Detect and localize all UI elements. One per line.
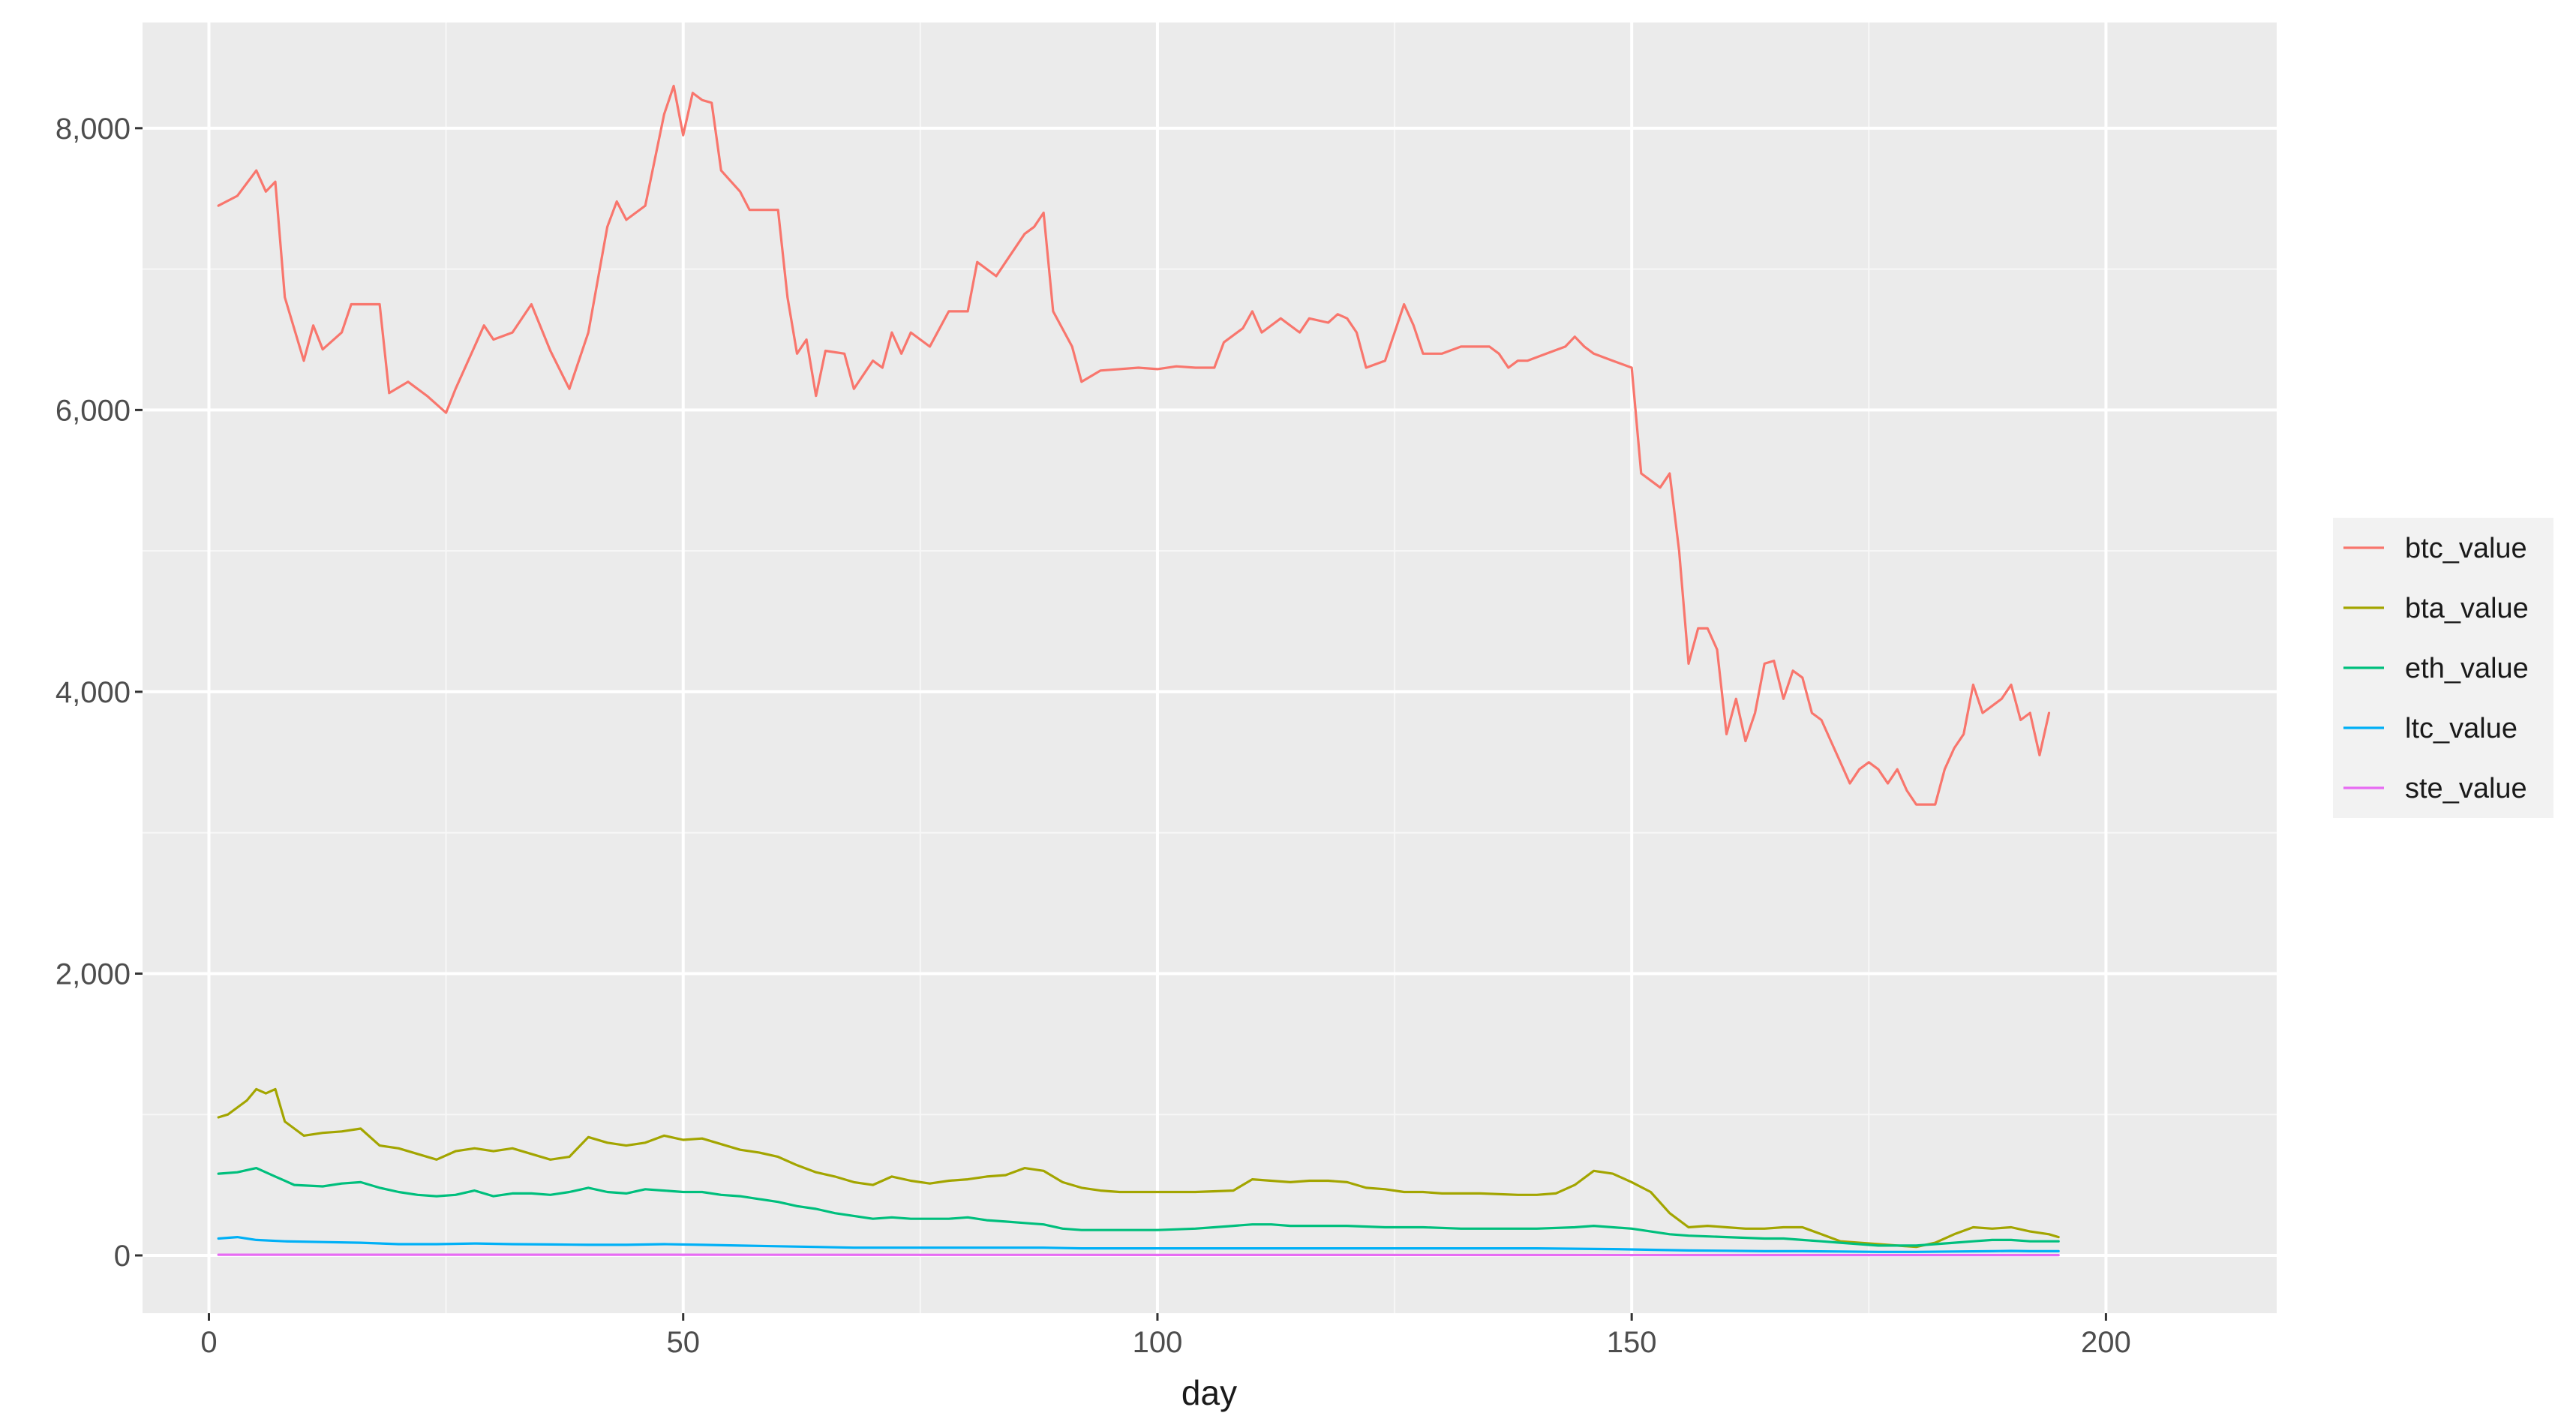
y-tick-label: 2,000 [56, 958, 131, 991]
x-tick-label: 100 [1133, 1326, 1183, 1359]
x-tick-label: 200 [2081, 1326, 2131, 1359]
legend-label: bta_value [2405, 593, 2529, 624]
y-tick-label: 8,000 [56, 113, 131, 146]
legend-label: ste_value [2405, 773, 2527, 804]
series-line-btc-value [217, 84, 2051, 806]
grid-major [143, 23, 2277, 1313]
y-tick-label: 0 [114, 1240, 131, 1273]
series-line-eth-value [217, 1166, 2060, 1247]
x-tick-label: 150 [1607, 1326, 1657, 1359]
y-tick-label: 6,000 [56, 394, 131, 427]
y-axis: 0 2,000 4,000 6,000 8,000 [56, 113, 143, 1273]
legend-label: eth_value [2405, 653, 2529, 684]
legend-label: ltc_value [2405, 713, 2517, 744]
grid-minor [143, 23, 2277, 1313]
x-axis: 0 50 100 150 200 [200, 1313, 2131, 1359]
legend: btc_value bta_value eth_value ltc_value ste_… [2333, 518, 2553, 818]
x-tick-label: 50 [666, 1326, 700, 1359]
x-tick-label: 0 [200, 1326, 217, 1359]
legend-label: btc_value [2405, 533, 2527, 564]
x-axis-title: day [1181, 1373, 1237, 1412]
series-lines [217, 84, 2060, 1257]
y-tick-label: 4,000 [56, 676, 131, 709]
series-line-ltc-value [217, 1235, 2060, 1253]
series-line-bta-value [217, 1087, 2060, 1249]
panel-background [143, 23, 2277, 1313]
